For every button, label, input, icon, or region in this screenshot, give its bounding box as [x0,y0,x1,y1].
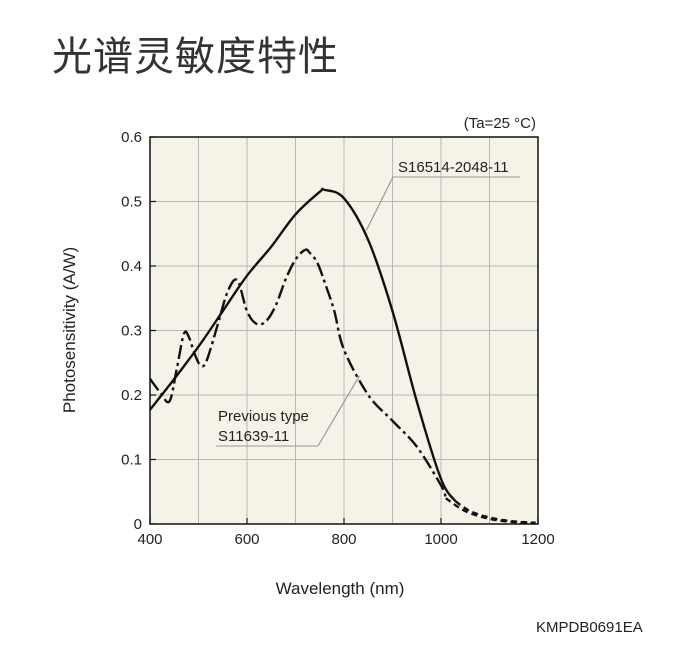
y-tick-label: 0.2 [121,387,142,404]
series-line-previous-type-s11639-11 [149,248,447,499]
x-tick-label: 1000 [424,531,457,548]
series-line-s16514-2048-11 [149,187,457,503]
y-tick-label: 0 [134,516,142,533]
annotation-leader-line [365,176,394,231]
x-tick-label: 600 [234,531,259,548]
x-tick-label: 800 [331,531,356,548]
y-tick-label: 0.4 [121,258,142,275]
annotation-leader-line [317,375,361,447]
figure-code: KMPDB0691EA [536,619,643,636]
annotation-new-model-label: S16514-2048-11 [398,159,509,176]
x-tick-label: 400 [137,531,162,548]
page-title: 光谱灵敏度特性 [52,34,339,80]
y-tick-label: 0.3 [121,323,142,340]
tick-layer: 400 600 800 1000 1200 0 0.1 0.2 0.3 0.4 0.5 0.6 [121,129,555,548]
y-axis-label: Photosensitivity (A/W) [60,247,79,413]
condition-label: (Ta=25 °C) [464,115,536,132]
series-line-previous-type-s11639-11-extrapolated [445,497,536,525]
series-layer [149,187,536,525]
grid [150,137,538,524]
y-tick-label: 0.5 [121,194,142,211]
y-tick-label: 0.1 [121,452,142,469]
x-axis-label: Wavelength (nm) [276,579,405,598]
annotation-previous-model-label: S11639-11 [218,428,289,445]
annotation-layer: S16514-2048-11 Previous type S11639-11 [216,159,520,447]
series-line-s16514-2048-11-extrapolated [454,500,536,524]
annotation-previous-type-label: Previous type [218,408,309,425]
x-tick-label: 1200 [521,531,554,548]
y-tick-label: 0.6 [121,129,142,146]
